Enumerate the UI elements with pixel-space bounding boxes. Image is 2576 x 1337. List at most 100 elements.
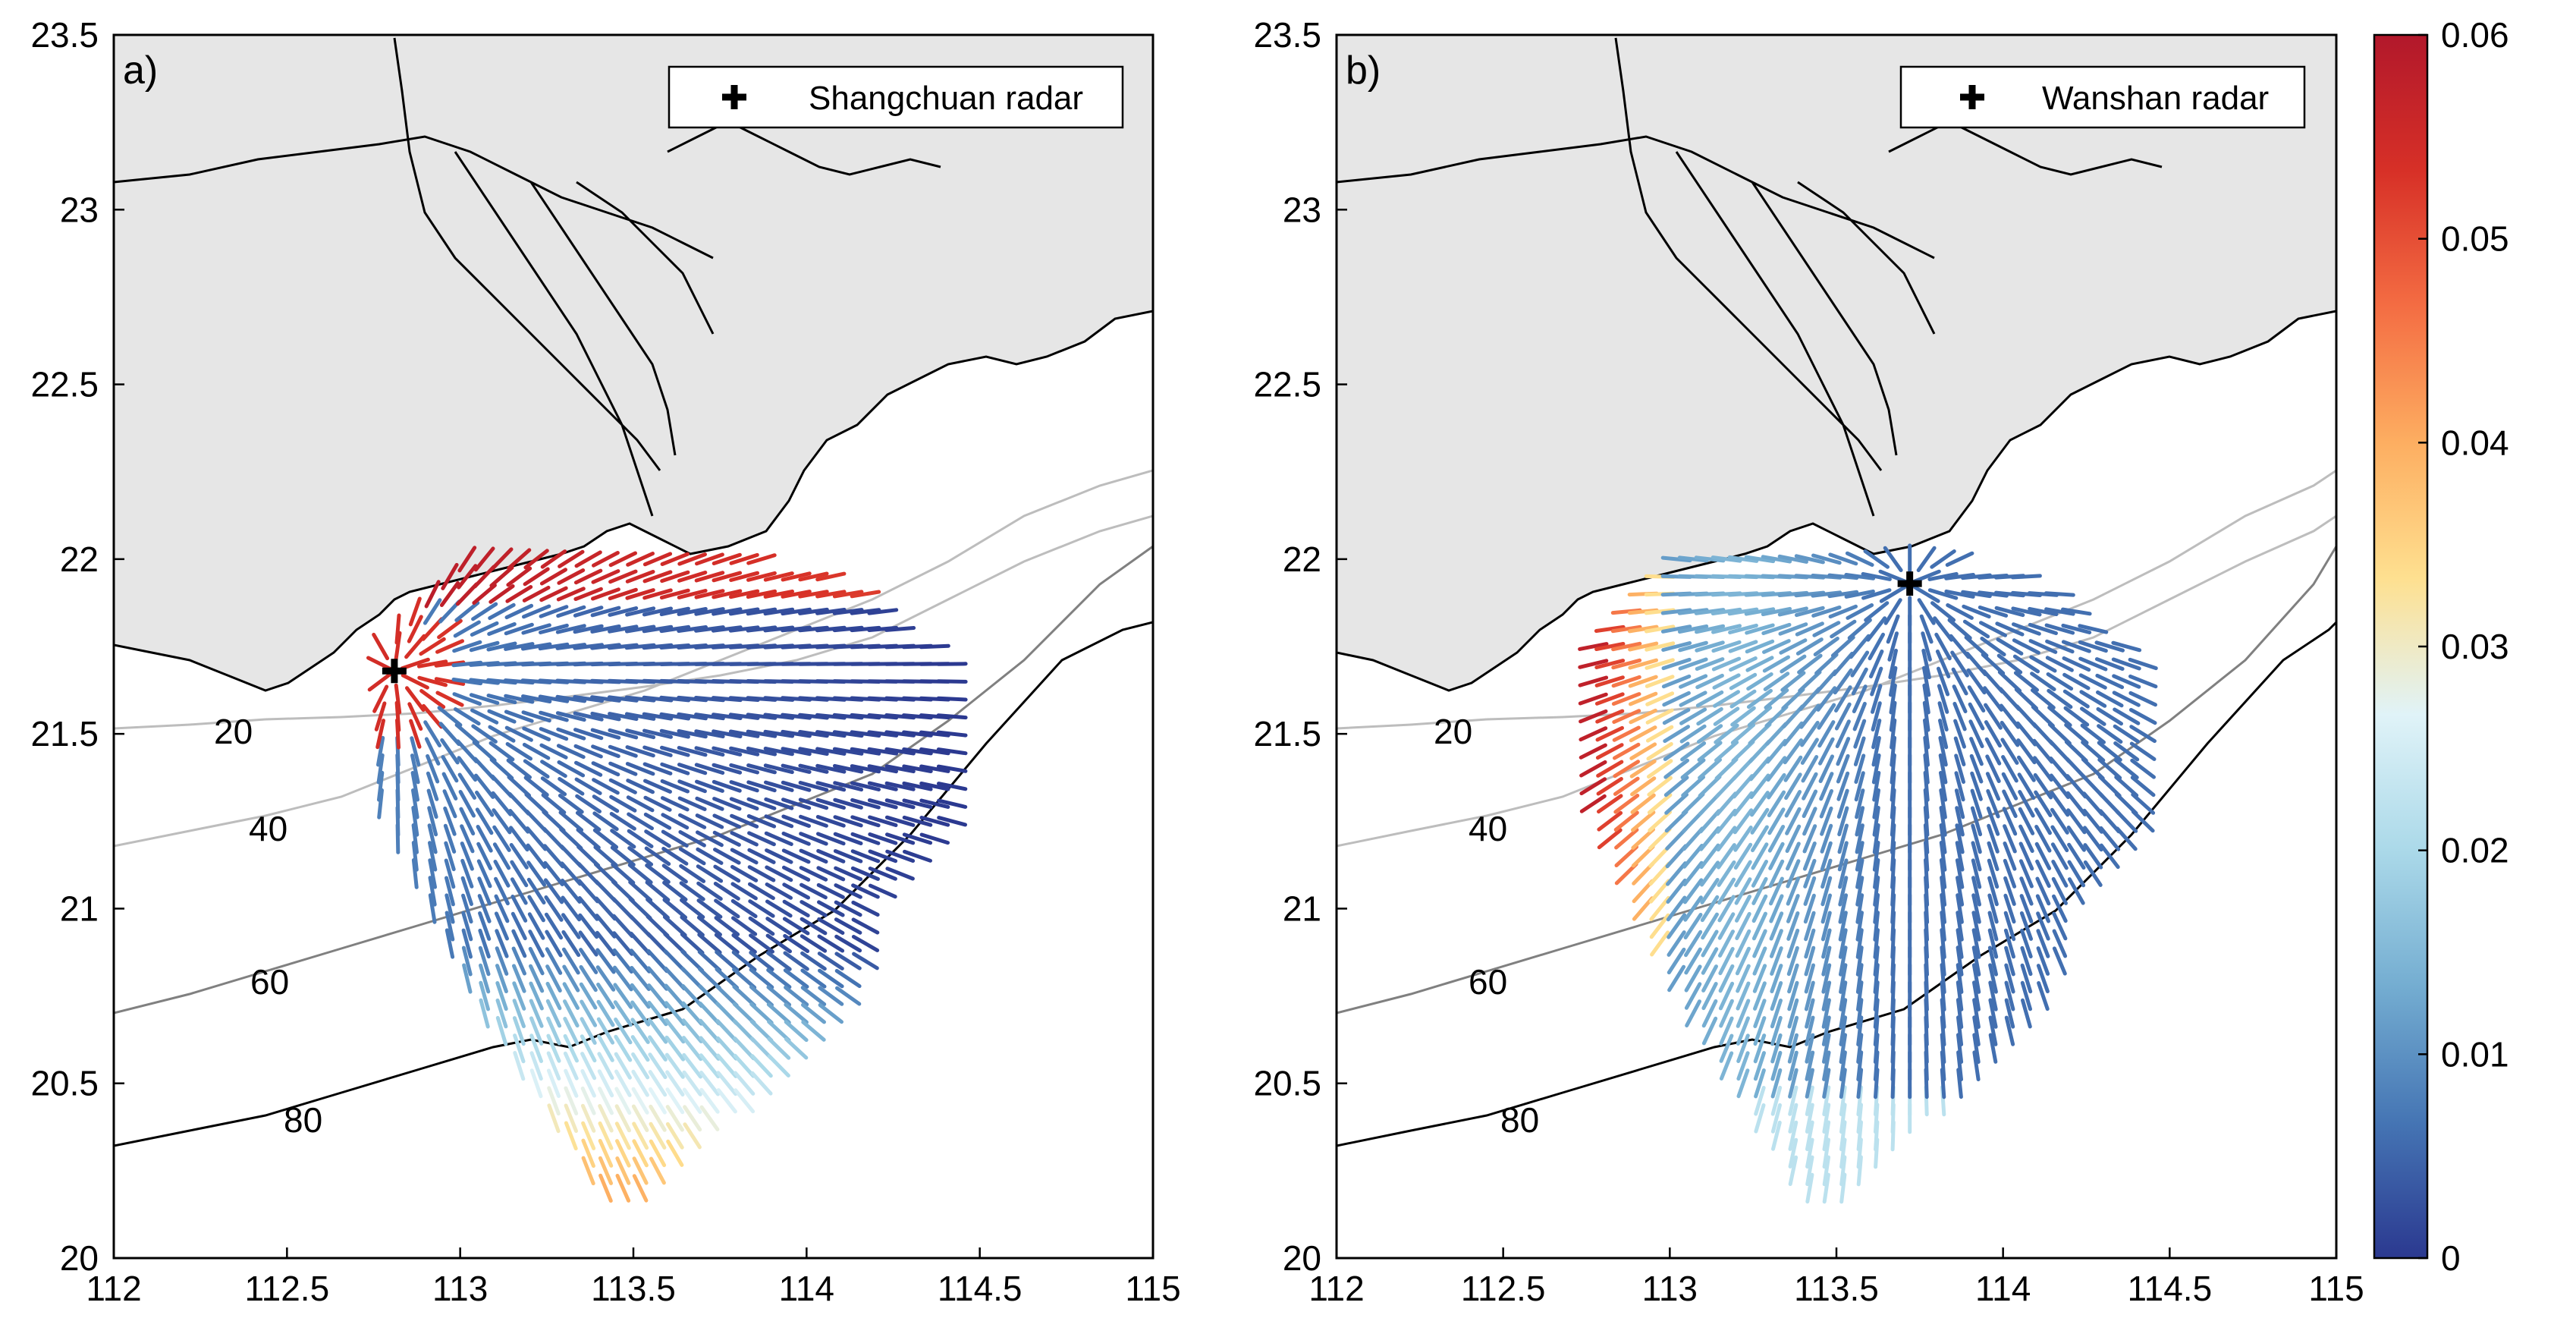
current-vector (573, 568, 603, 585)
current-vector (1594, 624, 1626, 633)
current-vector (625, 728, 656, 740)
current-vector (1701, 982, 1718, 1011)
current-vector (1788, 1085, 1798, 1116)
current-vector (407, 702, 423, 731)
current-vector (592, 778, 620, 795)
current-vector (783, 951, 809, 971)
current-vector (522, 604, 551, 619)
current-vector (2018, 842, 2034, 871)
current-vector (1956, 963, 1964, 994)
current-vector (595, 930, 617, 957)
current-vector (1663, 775, 1689, 797)
current-vector (1801, 755, 1819, 783)
current-vector (2035, 859, 2051, 889)
current-vector (677, 552, 707, 566)
current-vector (626, 779, 655, 794)
current-vector (1798, 670, 1822, 693)
current-vector (659, 712, 691, 721)
current-vector (936, 679, 968, 684)
current-vector (1955, 841, 1965, 872)
current-vector (544, 895, 564, 922)
current-vector (800, 934, 828, 953)
x-axis: 112 112.5 113 113.5 114 114.5 115 (86, 1247, 1181, 1308)
current-vector (1661, 641, 1692, 652)
current-vector (1695, 640, 1725, 653)
current-vector (526, 860, 546, 887)
current-vector (527, 912, 545, 940)
current-vector (474, 773, 495, 799)
current-vector (781, 797, 812, 810)
current-vector (2080, 706, 2106, 726)
current-vector (555, 624, 586, 634)
current-vector (1787, 963, 1799, 994)
current-vector (598, 1121, 614, 1150)
current-vector (1978, 606, 2009, 618)
current-vector (556, 744, 586, 760)
current-vector (1996, 653, 2023, 675)
current-vector (377, 770, 385, 802)
current-vector (696, 915, 722, 937)
current-vector (2018, 824, 2034, 853)
current-vector (800, 900, 828, 917)
current-vector (507, 791, 531, 816)
current-vector (1930, 549, 1956, 569)
current-vector (1744, 607, 1776, 616)
current-vector (1578, 675, 1609, 687)
current-vector (561, 895, 582, 922)
current-vector (1820, 911, 1832, 942)
current-vector (1820, 893, 1832, 924)
current-vector (1984, 720, 2002, 748)
current-vector (2047, 706, 2072, 728)
current-vector (850, 866, 880, 881)
current-vector (1786, 876, 1800, 906)
current-vector (1579, 760, 1607, 778)
current-vector (1729, 656, 1758, 672)
current-vector (1889, 665, 1898, 697)
current-vector (642, 762, 673, 775)
current-vector (1579, 743, 1607, 760)
current-vector (712, 813, 742, 829)
current-vector (438, 722, 461, 747)
current-vector (522, 742, 551, 760)
current-vector (509, 826, 529, 852)
current-vector (799, 866, 828, 882)
current-vector (529, 1033, 543, 1063)
current-vector (1971, 876, 1981, 907)
current-vector (815, 608, 847, 615)
current-vector (1839, 1172, 1847, 1204)
current-vector (423, 720, 441, 747)
current-vector (626, 552, 655, 567)
current-vector (2052, 929, 2068, 958)
current-vector (731, 916, 758, 936)
current-vector (1785, 824, 1802, 853)
current-vector (444, 841, 456, 872)
current-vector (1645, 675, 1675, 688)
current-vector (460, 842, 474, 871)
current-vector (728, 713, 760, 720)
current-vector (698, 1001, 721, 1026)
current-vectors (1578, 543, 2158, 1204)
current-vector (1667, 913, 1687, 939)
current-vector (411, 806, 419, 837)
current-vector (677, 712, 708, 721)
current-vector (782, 917, 810, 936)
current-vector (682, 1052, 702, 1079)
current-vector (1837, 806, 1849, 837)
current-vector (884, 626, 916, 632)
current-vector (1994, 606, 2025, 618)
current-vector (596, 999, 615, 1027)
current-vector (1595, 743, 1624, 760)
current-vector (1783, 755, 1803, 782)
current-vector (411, 788, 419, 820)
current-vector (868, 867, 897, 881)
current-vector (1837, 823, 1849, 854)
current-vector (1839, 945, 1848, 977)
current-vector (400, 657, 430, 671)
current-vector (580, 1017, 597, 1045)
current-vector (1839, 1050, 1847, 1081)
current-vector (504, 622, 534, 636)
current-vector (614, 1018, 633, 1045)
current-vector (2050, 825, 2069, 853)
current-vector (1921, 648, 1931, 680)
current-vector (540, 549, 567, 569)
